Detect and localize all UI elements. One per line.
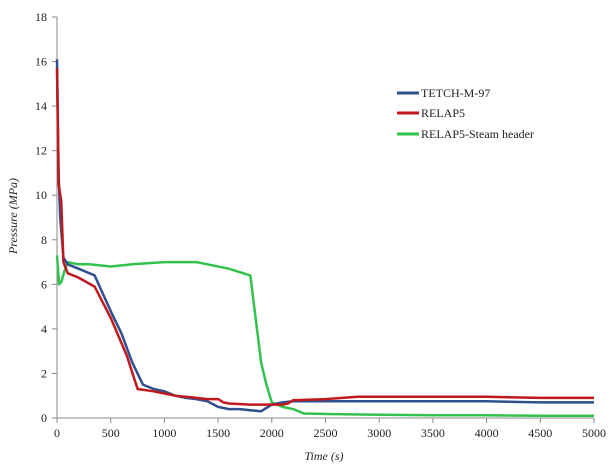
- legend-label-steam-header: RELAP5-Steam header: [421, 127, 534, 141]
- x-tick-label: 3500: [421, 426, 445, 440]
- series-layer: [55, 59, 594, 418]
- series-line-relap5-steam-header: [55, 255, 594, 418]
- y-tick-label: 6: [41, 277, 47, 291]
- x-tick-label: 2000: [260, 426, 284, 440]
- x-axis-title: Time (s): [305, 449, 344, 463]
- x-tick-label: 500: [102, 426, 120, 440]
- y-tick-label: 16: [35, 55, 47, 69]
- x-tick-label: 2500: [314, 426, 338, 440]
- y-tick-label: 2: [41, 366, 47, 380]
- x-tick-label: 4000: [475, 426, 499, 440]
- y-tick-label: 18: [35, 10, 47, 24]
- x-tick-label: 5000: [582, 426, 606, 440]
- y-ticks: 0 2 4 6 8 10 12 14 16 18: [35, 10, 57, 425]
- y-axis-title: Pressure (MPa): [6, 178, 20, 255]
- plot-area: 0 500 1000 1500 2000 2500 3000 3500 4000 4500 5000…: [35, 10, 606, 440]
- legend: TETCH-M-97 RELAP5 RELAP5-Steam header: [397, 86, 534, 141]
- x-tick-label: 0: [54, 426, 60, 440]
- x-tick-label: 1000: [152, 426, 176, 440]
- x-tick-label: 4500: [528, 426, 552, 440]
- y-tick-label: 0: [41, 411, 47, 425]
- y-tick-label: 12: [35, 144, 47, 158]
- x-ticks: 0 500 1000 1500 2000 2500 3000 3500 4000 4500 5000: [54, 418, 606, 440]
- y-tick-label: 4: [41, 322, 47, 336]
- x-tick-label: 1500: [206, 426, 230, 440]
- legend-label-tetch: TETCH-M-97: [421, 86, 490, 100]
- y-tick-label: 8: [41, 233, 47, 247]
- series-line-relap5: [55, 68, 594, 406]
- x-tick-label: 3000: [367, 426, 391, 440]
- series-line-tetch-m-97: [55, 59, 594, 413]
- legend-label-relap5: RELAP5: [421, 106, 465, 120]
- y-tick-label: 14: [35, 99, 47, 113]
- y-tick-label: 10: [35, 188, 47, 202]
